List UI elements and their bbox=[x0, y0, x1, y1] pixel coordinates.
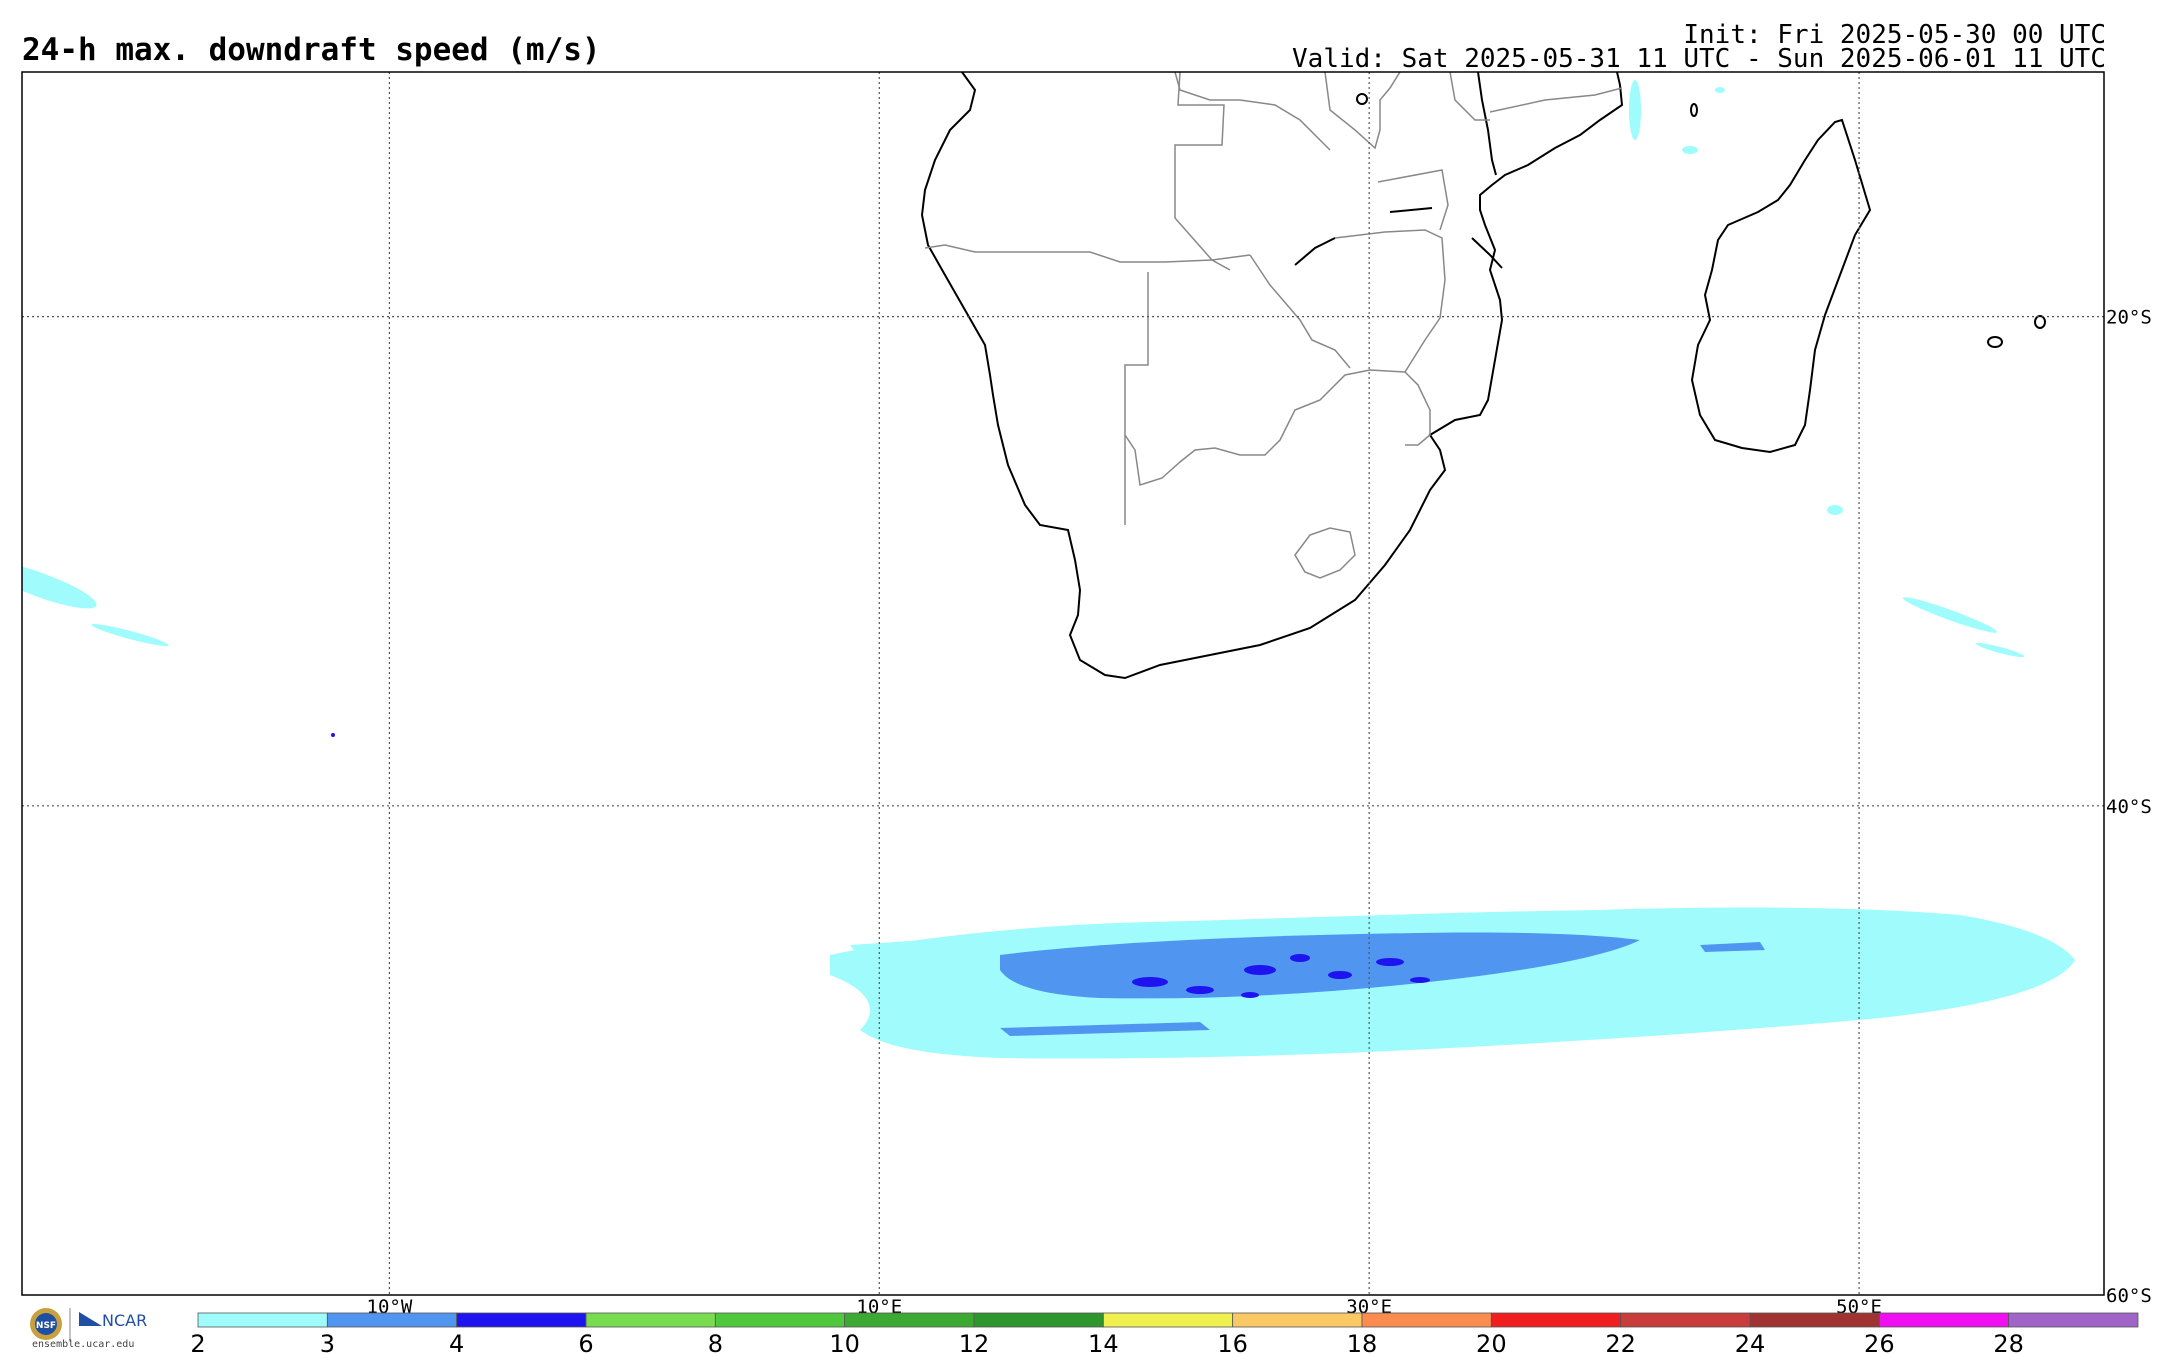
colorbar-tick-label: 3 bbox=[320, 1330, 335, 1354]
colorbar-tick-label: 24 bbox=[1735, 1330, 1766, 1354]
colorbar-tick-label: 8 bbox=[708, 1330, 723, 1354]
nsf-logo-text: NSF bbox=[36, 1321, 56, 1331]
botswana-zimbabwe-border bbox=[1249, 254, 1351, 369]
mozambique-malawi-border bbox=[1449, 72, 1490, 121]
colorbar-swatch bbox=[1232, 1312, 1363, 1328]
lake-cahora bbox=[1389, 207, 1433, 213]
colorbar-swatch bbox=[197, 1312, 328, 1328]
lon-label: 50°E bbox=[1836, 1296, 1882, 1318]
field-scatter-cyan bbox=[22, 80, 2025, 658]
colorbar-swatch bbox=[844, 1312, 975, 1328]
field-level-2b bbox=[850, 935, 1010, 958]
lake-kariba bbox=[1294, 237, 1336, 266]
colorbar-tick-label: 18 bbox=[1347, 1330, 1378, 1354]
coastlines bbox=[920, 72, 2046, 680]
madagascar-coastline bbox=[1690, 118, 1872, 454]
lon-label: 10°E bbox=[856, 1296, 902, 1318]
site-url: ensemble.ucar.edu bbox=[32, 1339, 135, 1350]
zimbabwe-mozambique-border bbox=[1334, 229, 1446, 373]
comoro-island bbox=[1690, 103, 1698, 117]
colorbar-swatch bbox=[1490, 1312, 1622, 1328]
downdraft-field bbox=[22, 80, 2075, 1059]
field-level-3c bbox=[1700, 942, 1765, 952]
lesotho-border bbox=[1294, 527, 1356, 579]
colorbar-swatch bbox=[1620, 1312, 1751, 1328]
tanzania-border bbox=[1324, 72, 1401, 150]
colorbar-tick-label: 16 bbox=[1217, 1330, 1248, 1354]
lat-label: 40°S bbox=[2106, 796, 2152, 818]
map-title: 24-h max. downdraft speed (m/s) bbox=[22, 32, 601, 68]
colorbar-tick-label: 10 bbox=[829, 1330, 860, 1354]
namibia-botswana-border bbox=[1124, 272, 1149, 525]
country-borders bbox=[924, 72, 1623, 579]
lat-label: 20°S bbox=[2106, 307, 2152, 329]
colorbar-swatch bbox=[1361, 1312, 1492, 1328]
colorbar-tick-label: 22 bbox=[1605, 1330, 1636, 1354]
colorbar-tick-label: 20 bbox=[1476, 1330, 1507, 1354]
ncar-logo-icon bbox=[79, 1312, 102, 1326]
colorbar-swatch bbox=[326, 1312, 458, 1328]
mozambique-lake bbox=[1471, 237, 1503, 269]
colorbar-tick-label: 2 bbox=[190, 1330, 205, 1354]
lake-malawi bbox=[1477, 72, 1497, 176]
lake-island bbox=[1356, 93, 1368, 105]
lon-label: 10°W bbox=[367, 1296, 413, 1318]
map-frame bbox=[21, 71, 2105, 1296]
field-level-3b bbox=[1000, 1022, 1210, 1036]
colorbar-swatch bbox=[456, 1312, 587, 1328]
drc-border bbox=[1174, 72, 1331, 151]
colorbar-tick-label: 26 bbox=[1864, 1330, 1895, 1354]
lon-label: 30°E bbox=[1346, 1296, 1392, 1318]
colorbar-swatch bbox=[1878, 1312, 2010, 1328]
colorbar-tick-label: 4 bbox=[449, 1330, 464, 1354]
lat-label: 60°S bbox=[2106, 1285, 2152, 1307]
angola-zambia-border bbox=[1174, 72, 1231, 271]
ncar-logo-text: NCAR bbox=[102, 1311, 147, 1330]
colorbar-tick-label: 28 bbox=[1993, 1330, 2024, 1354]
zambia-malawi-border bbox=[1377, 169, 1449, 231]
botswana-south-africa-border bbox=[1124, 369, 1406, 486]
colorbar-swatch bbox=[2008, 1312, 2139, 1328]
angola-namibia-border bbox=[924, 244, 1251, 263]
colorbar-swatch bbox=[973, 1312, 1104, 1328]
colorbar-tick-label: 14 bbox=[1088, 1330, 1119, 1354]
eswatini-border bbox=[1404, 371, 1431, 446]
axis-labels: 10°W 10°E 30°E 50°E 20°S 40°S 60°S bbox=[367, 307, 2152, 1318]
colorbar-swatch bbox=[1749, 1312, 1880, 1328]
mauritius-island bbox=[2034, 315, 2046, 329]
colorbar-swatch bbox=[585, 1312, 716, 1328]
colorbar-swatch bbox=[714, 1312, 846, 1328]
colorbar-tick-label: 6 bbox=[578, 1330, 593, 1354]
field-level-4 bbox=[1132, 954, 1430, 998]
init-time: Init: Fri 2025-05-30 00 UTC bbox=[1683, 20, 2106, 50]
africa-coastline bbox=[920, 72, 1624, 680]
field-dot bbox=[331, 733, 335, 737]
nsf-ncar-logo: NSF NCAR bbox=[30, 1308, 147, 1342]
valid-time: Valid: Sat 2025-05-31 11 UTC - Sun 2025-… bbox=[1292, 44, 2106, 74]
graticule bbox=[22, 72, 2104, 1295]
colorbar: 2 3 4 6 8 10 12 14 16 18 20 22 24 26 28 bbox=[190, 1312, 2139, 1354]
reunion-island bbox=[1987, 336, 2003, 348]
colorbar-tick-label: 12 bbox=[959, 1330, 990, 1354]
colorbar-swatch bbox=[1102, 1312, 1234, 1328]
north-border bbox=[1489, 87, 1623, 113]
